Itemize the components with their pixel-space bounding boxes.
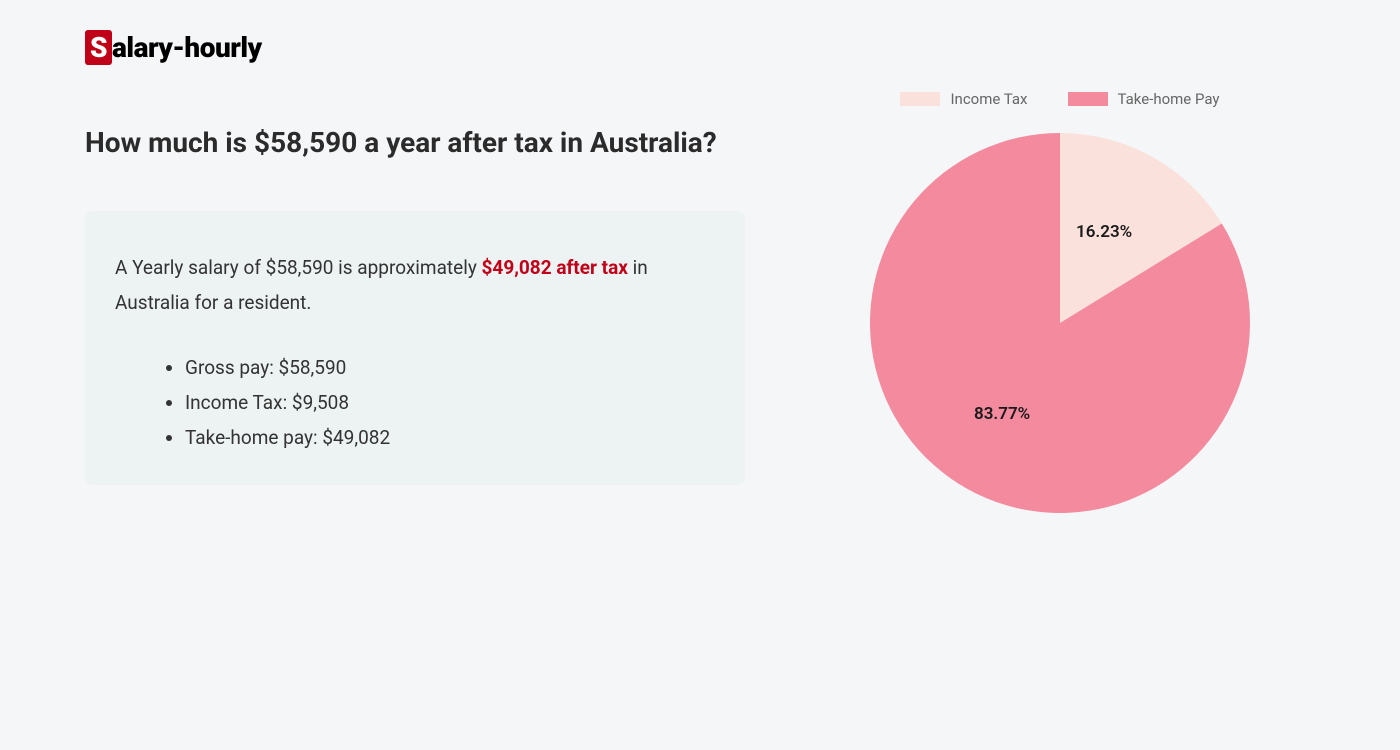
- list-item: Income Tax: $9,508: [185, 385, 715, 420]
- pie-slice-label-takehome: 83.77%: [974, 404, 1030, 424]
- chart-legend: Income Tax Take-home Pay: [900, 90, 1219, 108]
- legend-label-takehome: Take-home Pay: [1118, 90, 1220, 108]
- pie-chart: 16.23% 83.77%: [870, 133, 1250, 513]
- list-item: Take-home pay: $49,082: [185, 420, 715, 455]
- info-text: A Yearly salary of $58,590 is approximat…: [115, 251, 715, 319]
- info-highlight: $49,082 after tax: [482, 256, 628, 279]
- logo-rest: alary-hourly: [112, 31, 262, 64]
- legend-swatch-tax: [900, 92, 940, 106]
- legend-label-tax: Income Tax: [950, 90, 1027, 108]
- legend-item-takehome: Take-home Pay: [1068, 90, 1220, 108]
- pie-slice-label-tax: 16.23%: [1076, 222, 1132, 242]
- info-prefix: A Yearly salary of $58,590 is approximat…: [115, 256, 482, 279]
- pie-svg: [870, 133, 1250, 513]
- site-logo: Salary-hourly: [85, 30, 745, 65]
- page-title: How much is $58,590 a year after tax in …: [85, 125, 745, 161]
- info-box: A Yearly salary of $58,590 is approximat…: [85, 211, 745, 485]
- list-item: Gross pay: $58,590: [185, 350, 715, 385]
- legend-swatch-takehome: [1068, 92, 1108, 106]
- bullet-list: Gross pay: $58,590 Income Tax: $9,508 Ta…: [115, 350, 715, 455]
- logo-initial: S: [85, 30, 112, 65]
- legend-item-tax: Income Tax: [900, 90, 1027, 108]
